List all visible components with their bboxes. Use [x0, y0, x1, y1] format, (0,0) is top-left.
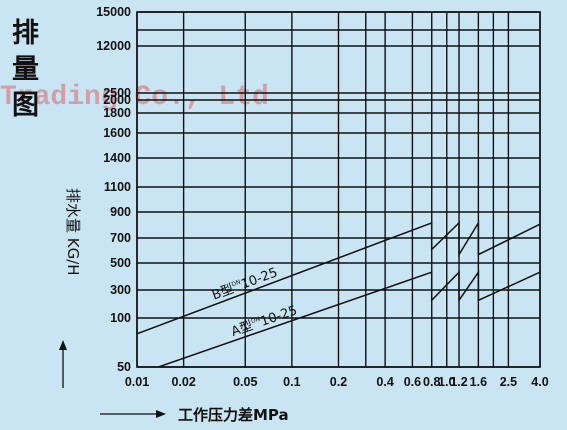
- series-line-b: [137, 220, 540, 335]
- y-axis-arrow-head-icon: [59, 340, 67, 350]
- y-tick-label: 1800: [103, 106, 131, 120]
- y-tick-label: 1400: [103, 151, 131, 165]
- x-tick-label: 0.05: [233, 375, 257, 389]
- chart-title-char-3: 图: [12, 90, 39, 121]
- y-tick-label: 900: [110, 205, 131, 219]
- x-axis-label: 工作压力差MPa: [178, 406, 289, 424]
- y-tick-label: 12000: [96, 39, 131, 53]
- series-line-a: [156, 269, 540, 367]
- x-tick-label: 1.2: [450, 375, 467, 389]
- x-tick-label: 2.5: [500, 375, 517, 389]
- watermark-text: Trading Co., Ltd: [0, 82, 269, 113]
- x-tick-label: 0.6: [404, 375, 421, 389]
- chart-title-char-1: 排: [12, 18, 39, 49]
- y-axis-label: 排水量 KG/H: [64, 188, 82, 276]
- y-tick-label: 1600: [103, 126, 131, 140]
- y-tick-label: 700: [110, 231, 131, 245]
- x-tick-label: 0.2: [330, 375, 347, 389]
- y-tick-label: 300: [110, 283, 131, 297]
- y-tick-label: 2500: [103, 86, 131, 100]
- x-axis-arrow-head-icon: [156, 410, 166, 418]
- y-tick-label: 1100: [104, 180, 131, 194]
- x-tick-label: 0.4: [376, 375, 393, 389]
- tick-labels: 50 100 300 500 700 900 1100 1400 1600 18002000250…: [96, 5, 548, 389]
- x-axis-label-group: 工作压力差MPa: [100, 406, 289, 424]
- chart-title-char-2: 量: [12, 54, 39, 85]
- x-tick-label: 0.01: [125, 375, 149, 389]
- x-tick-label: 1.0: [438, 375, 455, 389]
- y-tick-label: 100: [110, 311, 131, 325]
- x-tick-label: 0.1: [283, 375, 300, 389]
- x-tick-label: 1.6: [470, 375, 487, 389]
- x-tick-label: 0.02: [171, 375, 195, 389]
- y-tick-label: 500: [110, 256, 131, 270]
- y-axis-label-group: 排水量 KG/H: [59, 188, 82, 388]
- grid-lines: [136, 11, 541, 368]
- x-tick-label: 0.8: [423, 375, 440, 389]
- y-tick-label: 15000: [96, 5, 131, 19]
- y-tick-label: 50: [117, 360, 131, 374]
- y-tick-label: 2000: [103, 93, 131, 107]
- x-tick-label: 4.0: [531, 375, 548, 389]
